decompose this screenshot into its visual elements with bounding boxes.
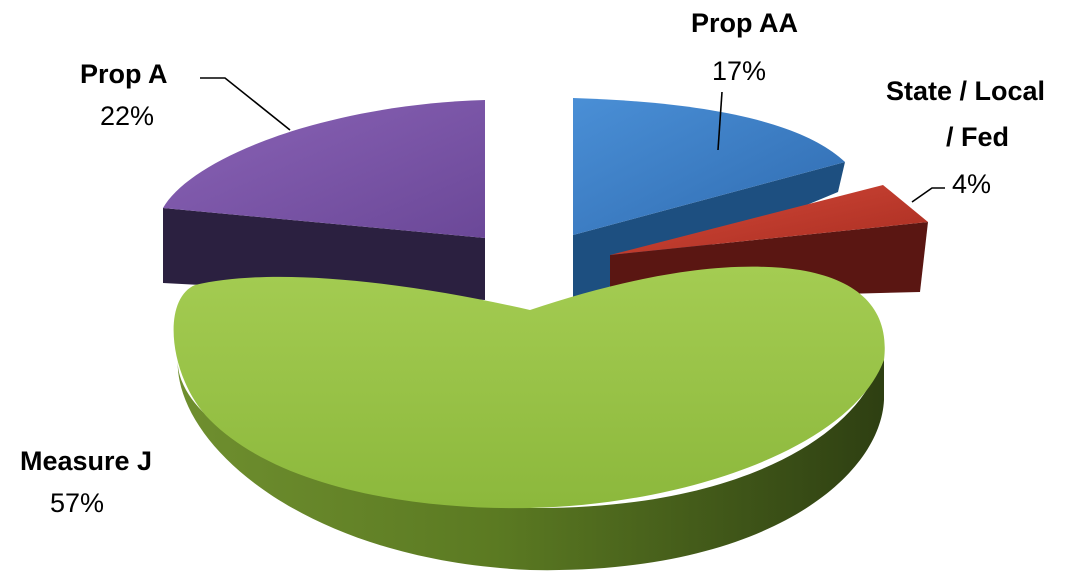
label-prop-aa-name: Prop AA	[691, 8, 798, 38]
label-state-local-fed-name-line2: / Fed	[946, 122, 1009, 152]
label-prop-a-name: Prop A	[80, 59, 168, 89]
label-state-local-fed-name-line1: State / Local	[886, 76, 1045, 106]
slice-prop-a	[163, 100, 485, 300]
leader-line-state-local-fed	[911, 187, 945, 203]
label-state-local-fed-percent: 4%	[952, 169, 991, 199]
slice-measure-j	[173, 266, 885, 571]
label-measure-j-percent: 57%	[50, 488, 104, 518]
leader-line-prop-a	[200, 77, 291, 131]
label-prop-aa-percent: 17%	[712, 56, 766, 86]
label-prop-a-percent: 22%	[100, 101, 154, 131]
label-measure-j-name: Measure J	[20, 446, 152, 476]
leader-line-prop-aa	[717, 91, 723, 151]
